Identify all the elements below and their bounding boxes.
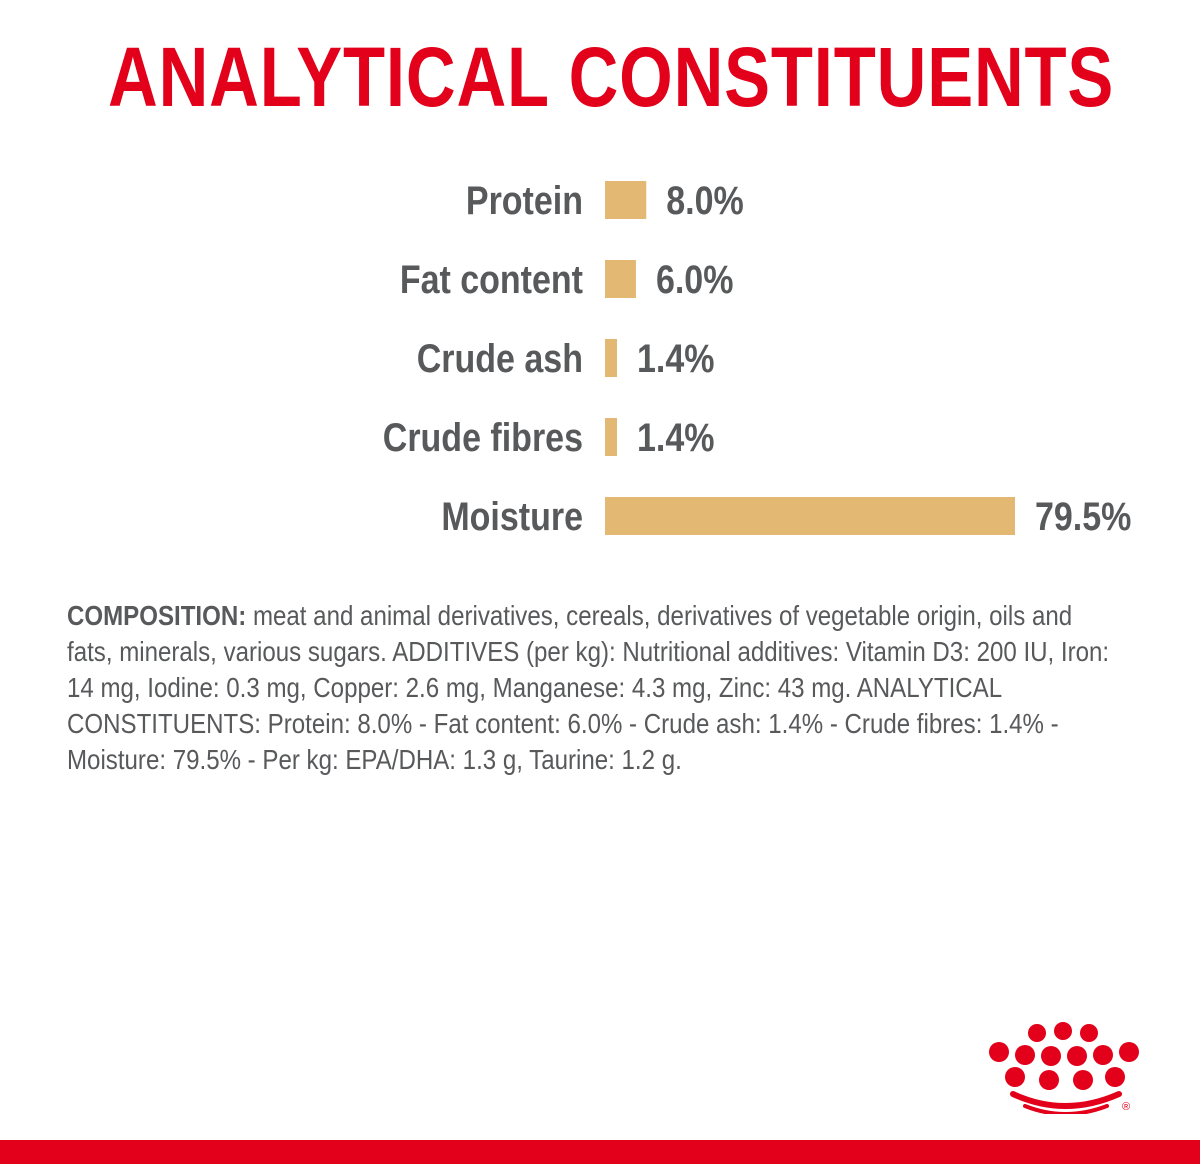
bottom-brand-bar [0, 1140, 1200, 1164]
bar [605, 181, 647, 219]
value-label: 6.0% [656, 256, 733, 301]
registered-mark: ® [1122, 1101, 1130, 1113]
category-label: Protein [466, 177, 583, 222]
nutrition-bar-chart: Protein 8.0% Fat content 6.0% Crude ash 1.4% C… [383, 177, 1132, 538]
value-label: 8.0% [666, 177, 743, 222]
category-label: Moisture [441, 493, 583, 538]
category-label: Crude fibres [383, 414, 583, 459]
composition-text: COMPOSITION: meat and animal derivatives… [67, 598, 1112, 778]
composition-body: meat and animal derivatives, cereals, de… [67, 600, 1110, 775]
bar [605, 497, 1015, 535]
value-label: 1.4% [637, 414, 714, 459]
royal-crown-icon: ® [989, 1022, 1139, 1114]
category-label: Crude ash [417, 335, 583, 380]
composition-label: COMPOSITION: [67, 600, 247, 631]
page-title: ANALYTICAL CONSTITUENTS [108, 30, 1115, 124]
value-label: 79.5% [1035, 493, 1131, 538]
bar [605, 339, 617, 377]
value-label: 1.4% [637, 335, 714, 380]
bar [605, 260, 636, 298]
bar [605, 418, 617, 456]
category-label: Fat content [400, 256, 583, 301]
